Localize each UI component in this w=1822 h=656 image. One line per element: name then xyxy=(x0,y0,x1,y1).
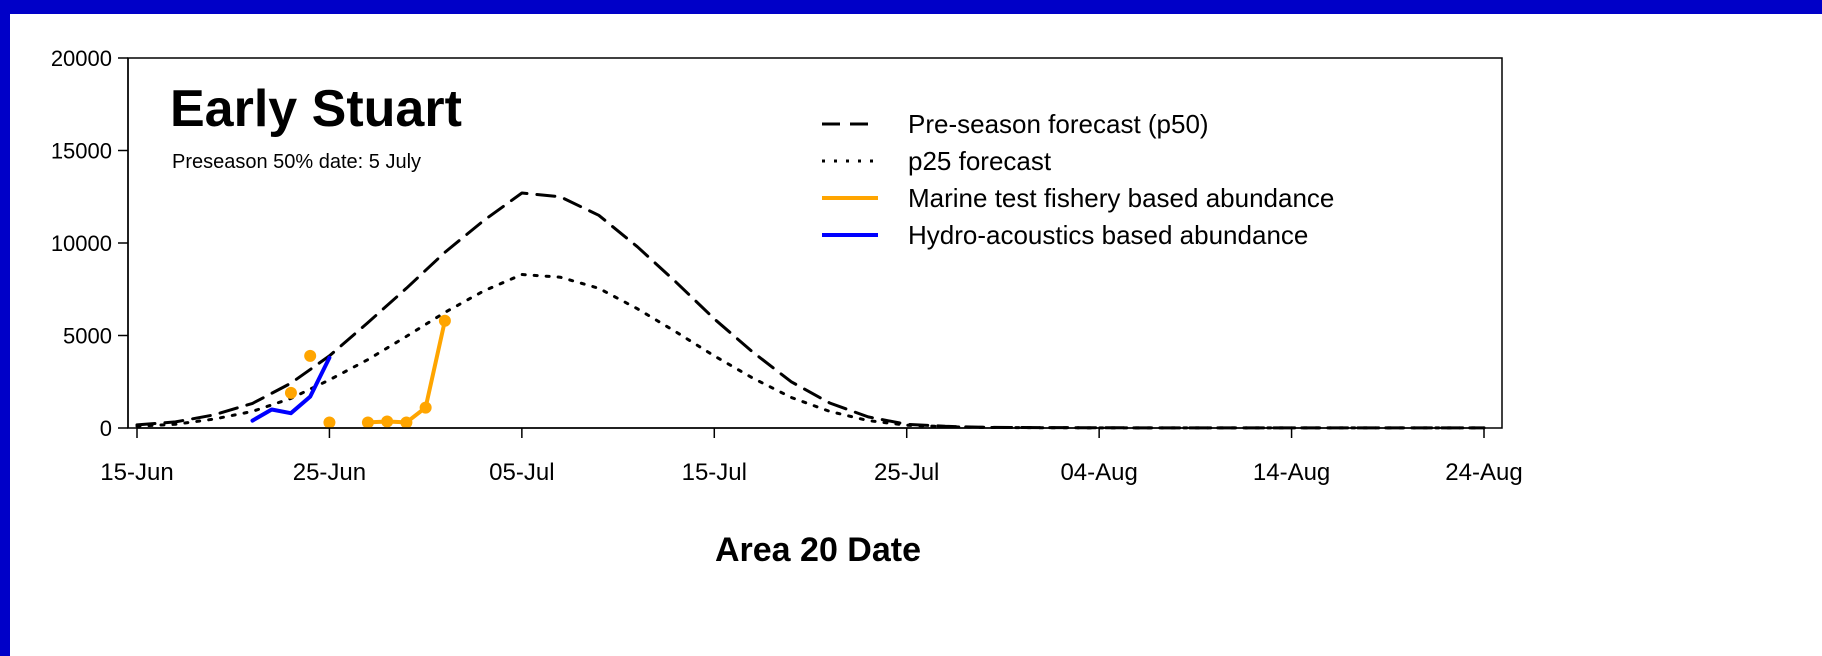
y-tick-label: 0 xyxy=(100,416,112,441)
series-line-4 xyxy=(250,355,332,423)
marine-data-point xyxy=(438,314,451,327)
x-axis-label: Area 20 Date xyxy=(715,531,921,569)
marine-data-point xyxy=(381,415,394,428)
marine-data-point xyxy=(400,416,413,429)
legend-label: Pre-season forecast (p50) xyxy=(908,109,1209,139)
y-tick-label: 15000 xyxy=(51,139,112,164)
marine-data-point xyxy=(323,416,336,429)
series-line-2 xyxy=(135,273,1486,430)
marine-data-point xyxy=(304,349,317,362)
x-tick-label: 24-Aug xyxy=(1445,459,1522,486)
x-tick-label: 04-Aug xyxy=(1060,459,1137,486)
chart-frame: 0 5000 10000 15000 20000 15-Jun 25-Jun 05-Jul 15… xyxy=(10,14,1822,656)
abundance-chart: 0 5000 10000 15000 20000 15-Jun 25-Jun 05-Jul 15… xyxy=(51,46,1523,569)
chart-title: Early Stuart xyxy=(170,80,462,138)
x-tick-label: 25-Jul xyxy=(874,459,939,486)
legend-label: p25 forecast xyxy=(908,146,1052,176)
x-tick-label: 25-Jun xyxy=(293,459,366,486)
y-tick-label: 20000 xyxy=(51,46,112,71)
chart-subtitle: Preseason 50% date: 5 July xyxy=(172,151,421,173)
marine-data-point xyxy=(361,416,374,429)
marine-data-point xyxy=(419,401,432,414)
x-tick-label: 05-Jul xyxy=(489,459,554,486)
y-tick-label: 10000 xyxy=(51,231,112,256)
legend-label: Hydro-acoustics based abundance xyxy=(908,220,1308,250)
x-tick-label: 15-Jul xyxy=(682,459,747,486)
x-tick-label: 15-Jun xyxy=(100,459,173,486)
marine-data-point xyxy=(284,386,297,399)
y-tick-label: 5000 xyxy=(63,324,112,349)
x-tick-label: 14-Aug xyxy=(1253,459,1330,486)
legend-label: Marine test fishery based abundance xyxy=(908,183,1334,213)
